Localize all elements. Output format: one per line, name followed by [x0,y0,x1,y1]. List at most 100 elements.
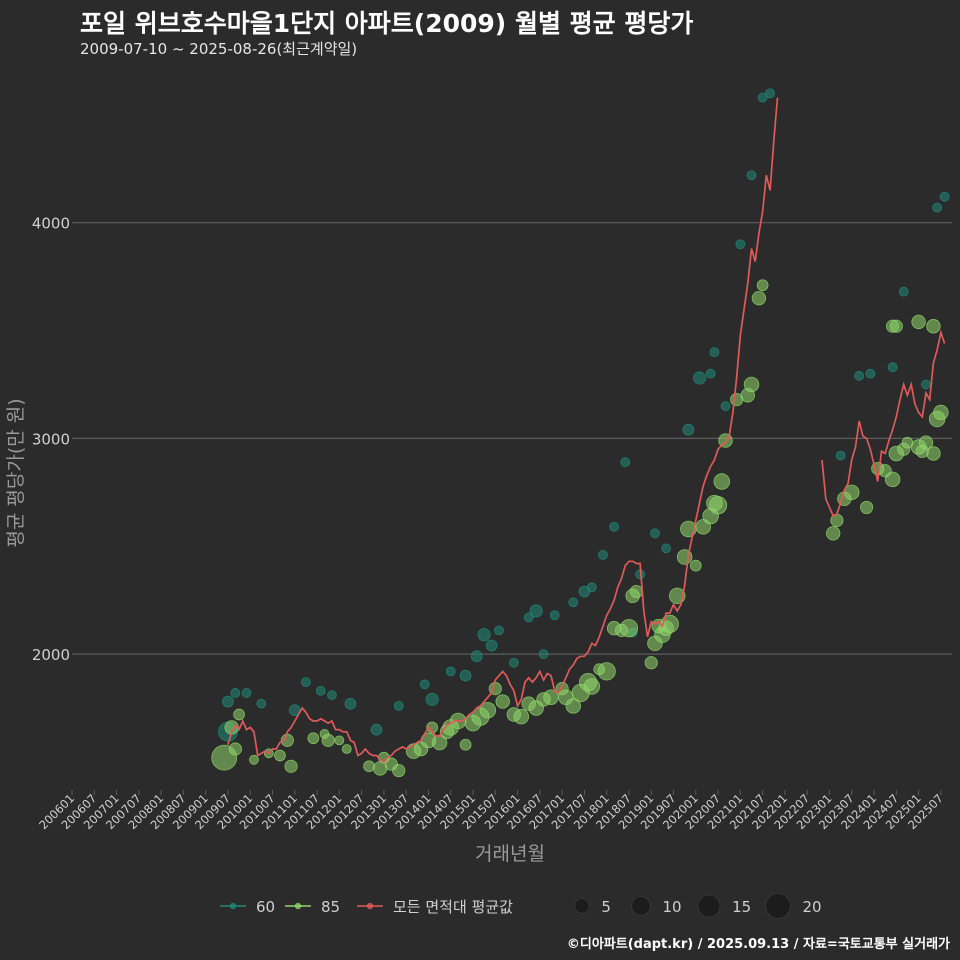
point-60 [301,677,311,688]
point-60 [425,692,439,706]
point-60 [609,521,620,532]
point-85 [565,698,582,714]
point-85 [708,496,728,515]
x-axis-title: 거래년월 [475,843,545,865]
point-60 [854,370,865,381]
point-85 [889,319,903,333]
legend-key-dot [294,902,302,910]
point-85 [911,314,926,330]
point-60 [898,286,909,297]
point-85 [689,559,702,572]
point-60 [835,450,846,461]
point-85 [751,290,767,306]
point-60 [222,695,234,708]
point-60 [241,688,252,698]
point-85 [274,749,286,762]
point-85 [284,759,298,773]
point-85 [363,760,375,773]
point-60 [620,457,631,468]
point-85 [459,738,472,751]
point-60 [538,649,549,660]
point-60 [765,88,775,99]
point-85 [713,473,731,490]
point-85 [321,733,335,747]
legend-size-label: 15 [732,898,751,916]
source-credit: ©디아파트(dapt.kr) / 2025.09.13 / 자료=국토교통부 실… [566,937,950,952]
point-60 [720,401,731,411]
point-85 [392,764,406,778]
point-60 [477,628,491,642]
point-60 [459,669,472,682]
point-85 [583,678,601,695]
legend-size-label: 5 [601,898,611,916]
point-85 [619,619,639,638]
point-60 [939,191,950,202]
point-60 [315,685,326,696]
point-60 [692,371,707,385]
legend-size-key [631,896,651,916]
point-60 [523,612,534,623]
point-60 [393,700,404,711]
point-85 [926,446,941,461]
point-60 [932,202,943,213]
point-85 [756,279,769,292]
point-60 [865,368,876,379]
chart-title: 포일 위브호수마을1단지 아파트(2009) 월별 평균 평당가 [80,9,694,38]
avg-line [821,329,946,518]
chart-subtitle: 2009-07-10 ~ 2025-08-26(최근계약일) [80,40,358,58]
point-60 [735,239,746,250]
legend-size-key [697,894,721,918]
point-85 [825,526,841,541]
point-60 [887,362,898,373]
point-85 [743,376,760,393]
point-60 [682,423,695,436]
legend-size-key [765,893,791,919]
avg-line [227,97,779,764]
point-60 [746,170,757,181]
point-85 [307,732,320,745]
point-85 [884,471,901,488]
point-60 [508,657,519,668]
point-60 [549,610,560,621]
point-85 [860,500,874,515]
legend-size-label: 10 [662,898,681,916]
point-85 [495,694,510,709]
point-60 [705,368,716,379]
point-60 [256,698,267,709]
point-85 [926,319,941,334]
point-60 [661,543,671,554]
point-85 [629,584,643,599]
legend-key-dot [366,902,374,910]
point-60 [419,679,430,690]
point-60 [485,639,498,652]
legend-label: 모든 면적대 평균값 [393,898,513,916]
legend-label: 85 [321,898,340,916]
point-60 [327,690,337,700]
legend-size-key [574,898,590,914]
legend-size-label: 20 [802,898,821,916]
point-60 [529,604,543,618]
point-85 [933,404,949,421]
point-60 [586,582,597,593]
point-60 [598,549,608,560]
point-60 [757,92,768,103]
legend-label: 60 [256,898,275,916]
point-60 [230,688,241,698]
point-60 [921,379,931,390]
point-60 [568,597,579,608]
point-60 [445,666,456,677]
point-85 [334,735,345,746]
y-axis-title: 평균 평당가(만 원) [5,398,27,547]
y-tick-label: 2000 [32,646,70,664]
point-85 [233,708,245,721]
point-60 [650,528,660,539]
point-85 [513,708,530,725]
y-tick-label: 4000 [32,215,70,233]
legend-key-dot [229,902,237,910]
point-60 [370,723,383,736]
point-85 [228,742,242,756]
point-85 [249,754,259,765]
point-60 [470,650,483,663]
